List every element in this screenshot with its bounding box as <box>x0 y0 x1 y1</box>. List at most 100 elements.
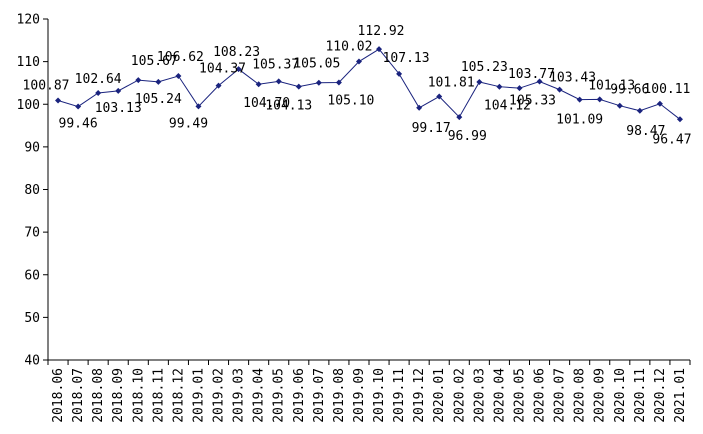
x-tick-label: 2020.09 <box>593 368 608 423</box>
data-point <box>55 97 62 104</box>
data-point <box>95 89 102 96</box>
y-tick-label: 80 <box>24 183 40 198</box>
data-point <box>295 83 302 90</box>
data-point <box>355 58 362 65</box>
data-label: 104.70 <box>243 96 290 111</box>
data-point <box>195 103 202 110</box>
x-tick-label: 2020.05 <box>512 368 527 423</box>
data-point <box>315 79 322 86</box>
data-point <box>335 79 342 86</box>
data-point <box>155 78 162 85</box>
data-point <box>476 78 483 85</box>
x-tick-label: 2019.05 <box>272 368 287 423</box>
data-series <box>55 46 683 123</box>
data-label: 105.67 <box>131 54 178 69</box>
data-label: 105.05 <box>293 57 340 72</box>
data-point <box>175 73 182 80</box>
data-label: 103.77 <box>508 67 555 82</box>
y-tick-label: 60 <box>24 268 40 283</box>
x-tick-label: 2020.04 <box>492 368 507 423</box>
data-point <box>75 103 82 110</box>
data-label: 103.13 <box>95 101 142 116</box>
data-point <box>255 81 262 88</box>
x-tick-label: 2020.01 <box>432 368 447 423</box>
data-label: 108.23 <box>213 45 260 60</box>
x-tick-label: 2018.11 <box>151 368 166 423</box>
data-label: 99.66 <box>610 83 649 98</box>
x-tick-label: 2019.08 <box>332 368 347 423</box>
data-point <box>636 107 643 114</box>
data-label: 100.11 <box>643 82 690 97</box>
x-tick-label: 2018.09 <box>111 368 126 423</box>
x-tick-label: 2018.12 <box>171 368 186 423</box>
x-tick-label: 2019.02 <box>212 368 227 423</box>
data-label: 105.33 <box>509 94 556 109</box>
data-point <box>235 66 242 73</box>
x-tick-label: 2019.03 <box>232 368 247 423</box>
data-point <box>456 114 463 121</box>
x-tick-label: 2019.01 <box>191 368 206 423</box>
x-tick-label: 2020.03 <box>472 368 487 423</box>
y-tick-label: 110 <box>17 55 40 70</box>
data-labels: 100.87 99.46 102.64 103.13 105.67 105.24 106.6… <box>23 24 692 147</box>
data-point <box>516 85 523 92</box>
data-point <box>275 78 282 85</box>
x-tick-label: 2020.10 <box>613 368 628 423</box>
data-label: 105.10 <box>327 94 374 109</box>
data-label: 101.81 <box>428 76 475 91</box>
x-tick-label: 2020.06 <box>533 368 548 423</box>
data-label: 103.43 <box>549 71 596 86</box>
y-tick-label: 40 <box>24 354 40 369</box>
data-label: 105.37 <box>252 57 299 72</box>
data-label: 102.64 <box>75 72 122 87</box>
data-label: 96.47 <box>652 132 691 147</box>
data-label: 110.02 <box>325 40 372 55</box>
x-tick-label: 2018.08 <box>91 368 106 423</box>
data-point <box>396 70 403 77</box>
data-label: 105.23 <box>461 60 508 75</box>
x-tick-label: 2019.11 <box>392 368 407 423</box>
y-tick-label: 70 <box>24 226 40 241</box>
y-axis: 40 50 60 70 80 90 100 110 120 <box>17 13 49 369</box>
data-label: 112.92 <box>358 24 405 39</box>
data-point <box>135 77 142 84</box>
data-label: 101.09 <box>556 113 603 128</box>
data-label: 104.37 <box>199 62 246 77</box>
series-line <box>57 48 681 120</box>
x-tick-label: 2020.02 <box>452 368 467 423</box>
data-label: 106.62 <box>157 50 204 65</box>
data-label: 99.46 <box>59 117 98 132</box>
data-label: 107.13 <box>383 51 430 66</box>
data-label: 100.87 <box>23 79 70 94</box>
x-tick-label: 2021.01 <box>673 368 688 423</box>
x-tick-label: 2020.07 <box>553 368 568 423</box>
data-label: 99.17 <box>412 121 451 136</box>
y-tick-label: 100 <box>17 98 40 113</box>
x-tick-label: 2019.04 <box>252 368 267 423</box>
data-point <box>416 104 423 111</box>
data-label: 101.13 <box>588 78 635 93</box>
data-point <box>556 86 563 93</box>
x-tick-label: 2020.11 <box>633 368 648 423</box>
data-label: 104.13 <box>265 99 312 114</box>
x-tick-label: 2019.12 <box>412 368 427 423</box>
x-tick-label: 2020.08 <box>573 368 588 423</box>
y-tick-label: 90 <box>24 140 40 155</box>
data-label: 98.47 <box>626 124 665 139</box>
x-tick-label: 2020.12 <box>653 368 668 423</box>
data-label: 99.49 <box>169 116 208 131</box>
data-label: 96.99 <box>448 129 487 144</box>
data-point <box>376 46 383 53</box>
data-point <box>496 83 503 90</box>
x-tick-label: 2018.10 <box>131 368 146 423</box>
x-axis: 2018.06 2018.07 2018.08 2018.09 2018.10 2018.… <box>47 359 691 423</box>
data-label: 105.24 <box>135 92 182 107</box>
data-point <box>676 116 683 123</box>
y-tick-label: 120 <box>17 13 40 28</box>
data-point <box>536 78 543 85</box>
x-tick-label: 2019.06 <box>292 368 307 423</box>
x-tick-label: 2019.10 <box>372 368 387 423</box>
data-point <box>215 82 222 89</box>
data-point <box>115 87 122 94</box>
